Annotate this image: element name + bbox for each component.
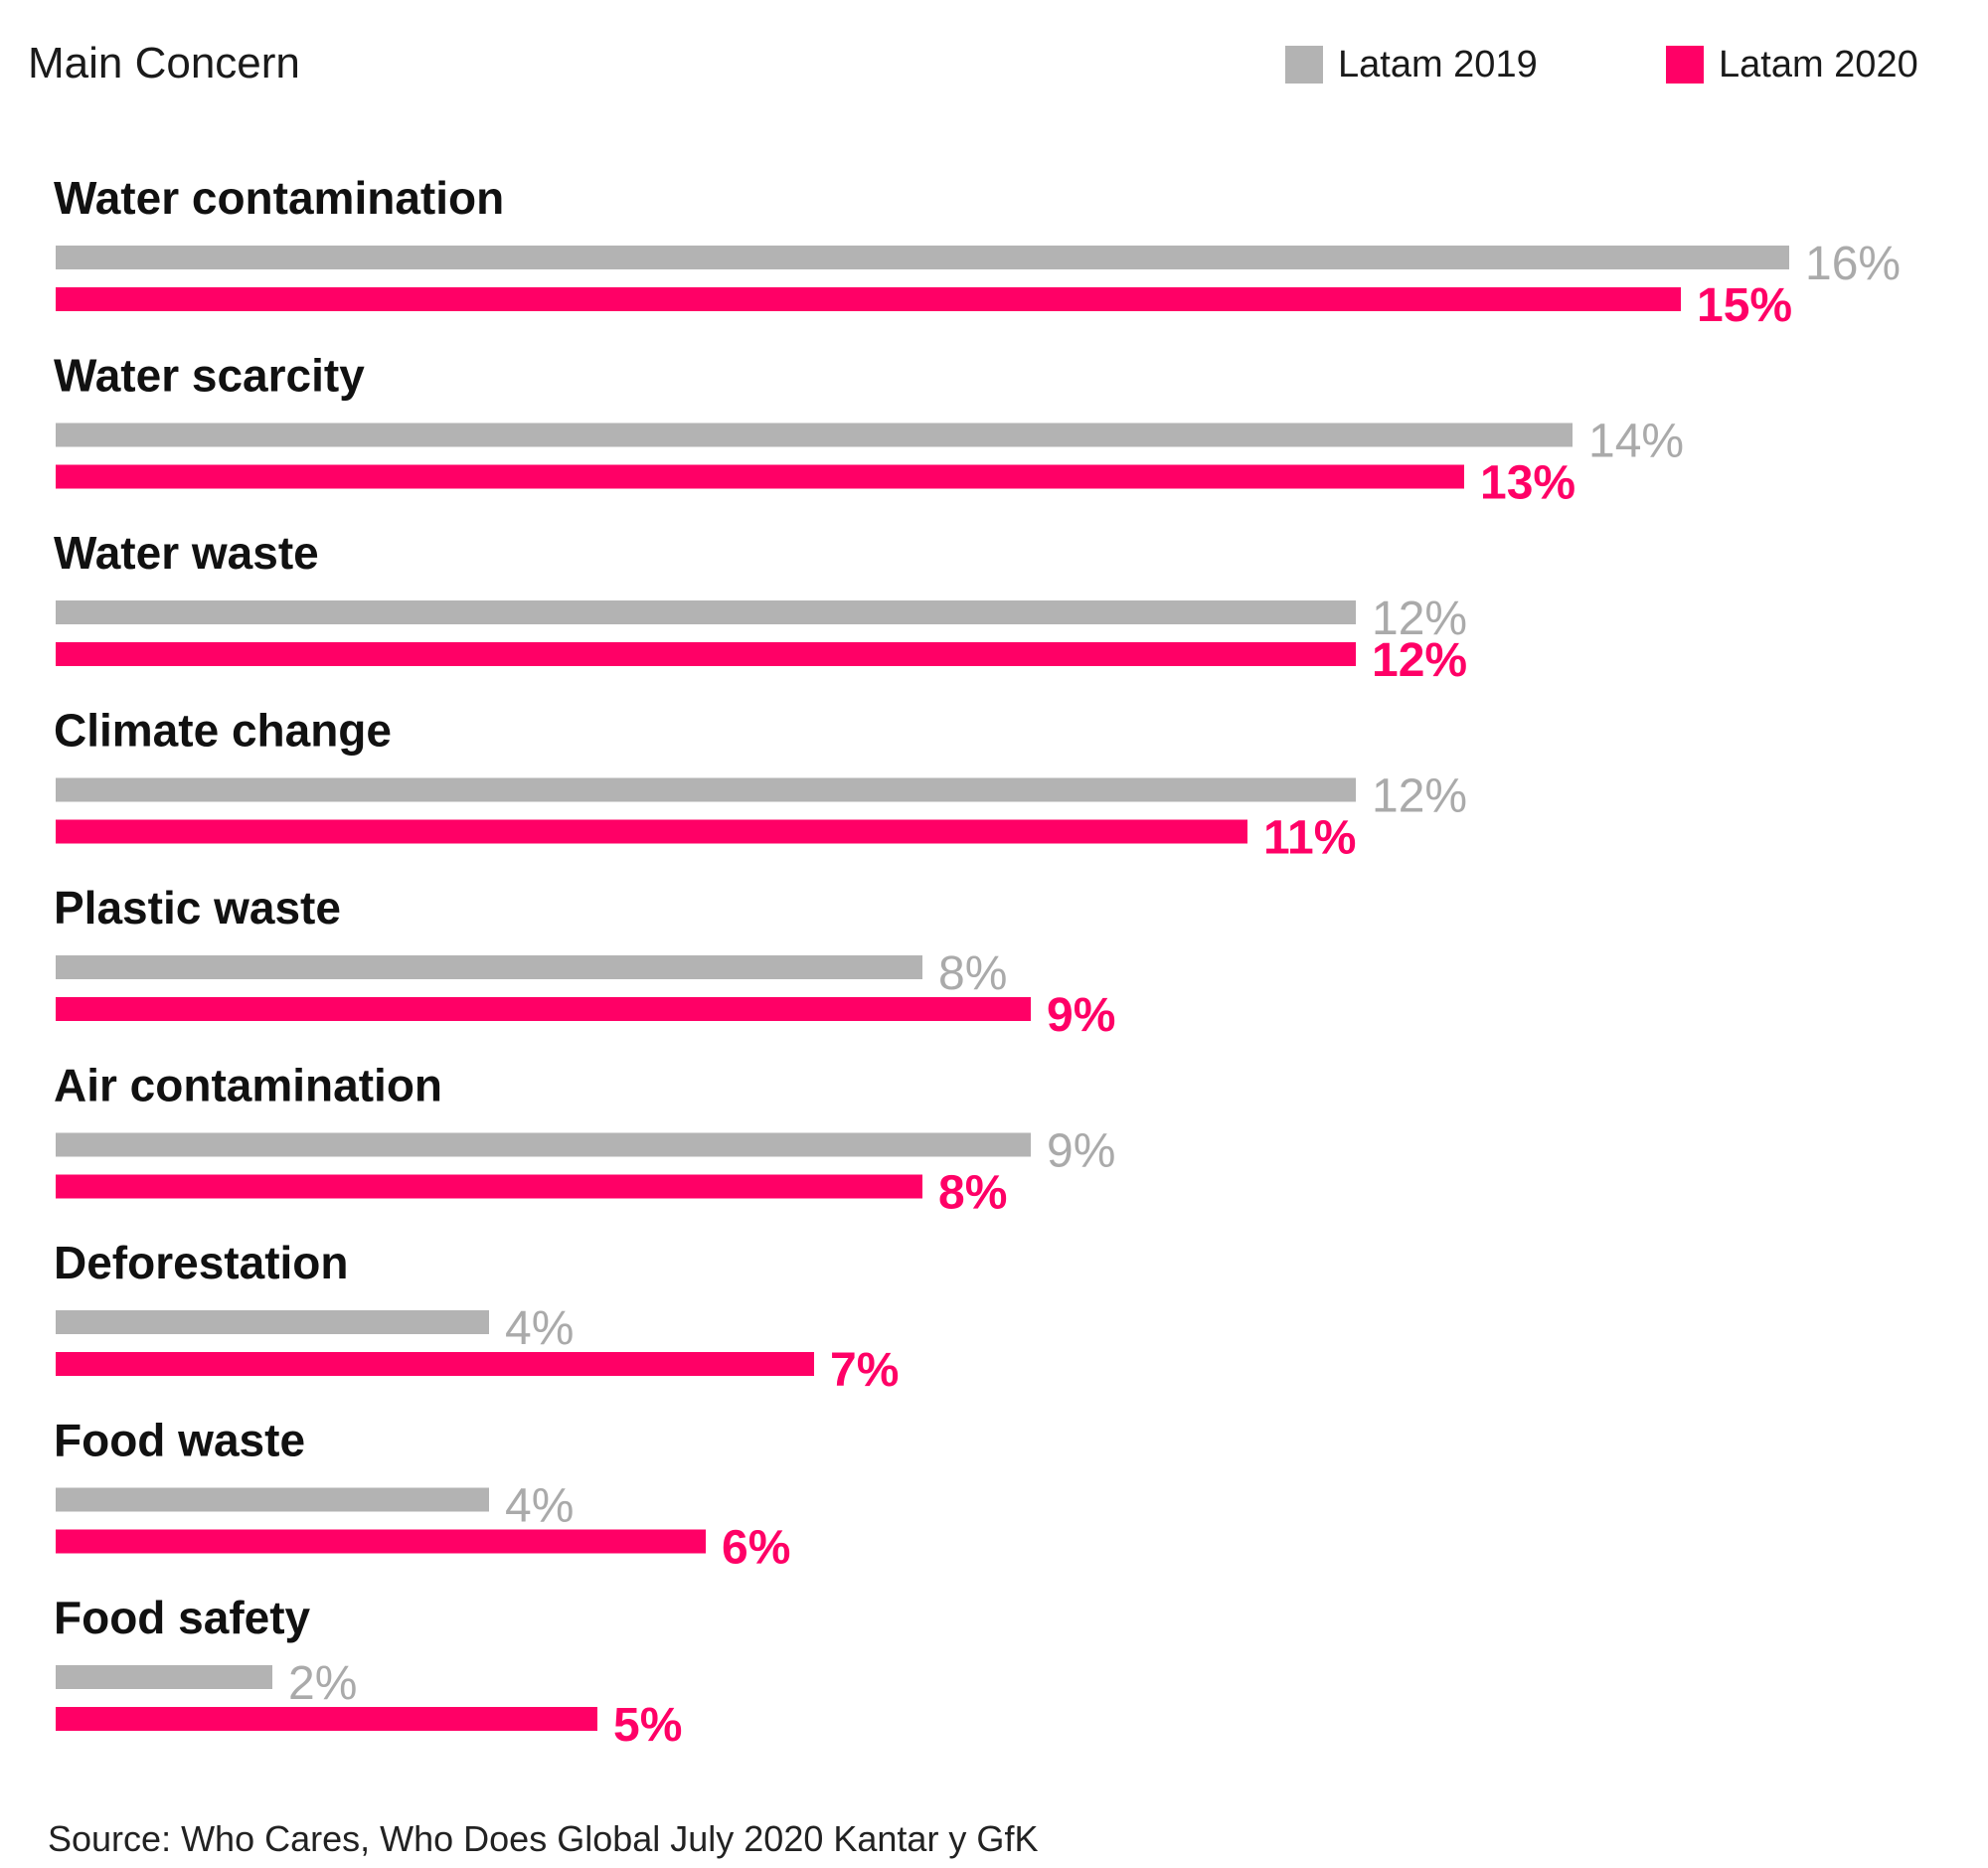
- value-label-latam-2020: 6%: [722, 1522, 790, 1575]
- bar-group-plastic-waste: Plastic waste 8% 9%: [54, 882, 1115, 1042]
- bar-group-food-waste: Food waste 4% 6%: [54, 1415, 790, 1575]
- bar-latam-2019: [56, 1487, 489, 1512]
- chart-source: Source: Who Cares, Who Does Global July …: [48, 1818, 1038, 1859]
- bar-latam-2020: [56, 997, 1031, 1021]
- category-label: Air contamination: [54, 1060, 442, 1111]
- bar-group-water-waste: Water waste 12%12%: [54, 527, 1467, 687]
- value-label-latam-2019: 12%: [1372, 593, 1467, 645]
- bar-latam-2019: [56, 955, 922, 979]
- category-label: Water scarcity: [54, 350, 365, 402]
- bar-latam-2019: [56, 777, 1356, 802]
- bar-group-water-contamination: Water contamination 16%15%: [54, 172, 1901, 332]
- bar-latam-2020: [56, 464, 1464, 489]
- legend-swatch-latam-2020: [1666, 46, 1704, 84]
- value-label-latam-2019: 12%: [1372, 770, 1467, 823]
- bar-latam-2019: [56, 1665, 272, 1689]
- value-label-latam-2019: 16%: [1805, 238, 1901, 290]
- bar-latam-2019: [56, 423, 1573, 447]
- value-label-latam-2020: 7%: [830, 1344, 899, 1397]
- bar-latam-2020: [56, 819, 1247, 844]
- value-label-latam-2020: 11%: [1263, 812, 1356, 865]
- category-label: Deforestation: [54, 1237, 348, 1288]
- legend-swatch-latam-2019: [1285, 46, 1323, 84]
- bar-latam-2019: [56, 246, 1789, 269]
- bar-latam-2019: [56, 600, 1356, 624]
- bar-latam-2020: [56, 1174, 922, 1199]
- value-label-latam-2019: 14%: [1588, 416, 1684, 468]
- category-label: Water contamination: [54, 172, 504, 224]
- chart-title: Main Concern: [28, 39, 300, 87]
- bar-group-water-scarcity: Water scarcity 14%13%: [54, 350, 1684, 510]
- value-label-latam-2019: 4%: [505, 1480, 574, 1533]
- legend-label-latam-2019: Latam 2019: [1338, 44, 1538, 85]
- bar-group-climate-change: Climate change 12% 11%: [54, 705, 1467, 865]
- value-label-latam-2019: 4%: [505, 1302, 574, 1355]
- value-label-latam-2020: 13%: [1480, 457, 1575, 510]
- category-label: Food waste: [54, 1415, 305, 1466]
- bar-latam-2020: [56, 642, 1356, 666]
- value-label-latam-2020: 9%: [1047, 989, 1115, 1042]
- value-label-latam-2019: 9%: [1047, 1125, 1115, 1178]
- category-label: Climate change: [54, 705, 392, 757]
- value-label-latam-2020: 15%: [1697, 279, 1792, 332]
- category-label: Food safety: [54, 1592, 311, 1643]
- bar-group-food-safety: Food safety 2% 5%: [54, 1592, 682, 1752]
- bar-groups: Water contamination 16%15% Water scarcity 1…: [54, 172, 1901, 1752]
- bar-latam-2020: [56, 1352, 814, 1376]
- bar-latam-2019: [56, 1310, 489, 1334]
- category-label: Plastic waste: [54, 882, 341, 934]
- bar-latam-2020: [56, 287, 1681, 311]
- bar-latam-2019: [56, 1132, 1031, 1157]
- bar-latam-2020: [56, 1707, 597, 1731]
- value-label-latam-2020: 12%: [1372, 634, 1467, 687]
- value-label-latam-2019: 2%: [288, 1657, 357, 1710]
- bar-group-deforestation: Deforestation 4% 7%: [54, 1237, 899, 1397]
- bar-latam-2020: [56, 1529, 706, 1554]
- chart-legend: Latam 2019 Latam 2020: [1285, 44, 1918, 85]
- bar-group-air-contamination: Air contamination 9% 8%: [54, 1060, 1115, 1220]
- category-label: Water waste: [54, 527, 319, 579]
- value-label-latam-2019: 8%: [938, 947, 1007, 1000]
- legend-label-latam-2020: Latam 2020: [1719, 44, 1918, 85]
- value-label-latam-2020: 8%: [938, 1167, 1007, 1220]
- value-label-latam-2020: 5%: [613, 1699, 682, 1752]
